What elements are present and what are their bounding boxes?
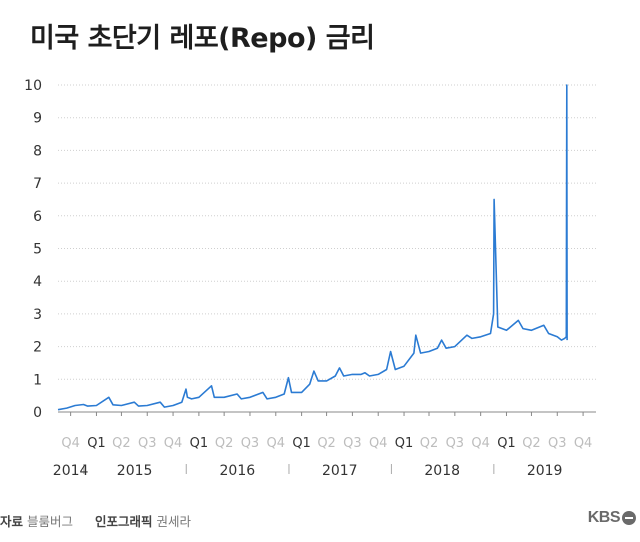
y-tick-label: 4 [33,274,42,290]
year-label: 2016 [220,463,256,479]
quarter-label: Q1 [497,436,516,451]
y-tick-label: 6 [33,209,42,225]
y-tick-label: 9 [33,111,42,127]
year-label: 2017 [322,463,358,479]
quarter-label: Q1 [87,436,106,451]
quarter-label: Q4 [369,436,388,451]
y-tick-label: 5 [33,242,42,258]
kbs-logo: KBS [588,509,636,527]
y-tick-label: 0 [33,405,42,421]
quarter-label: Q3 [138,436,157,451]
quarter-label: Q1 [292,436,311,451]
quarter-label: Q3 [241,436,260,451]
y-axis: 0 1 2 3 4 5 6 7 8 9 10 [24,78,42,421]
graphic-value: 권세라 [156,514,191,529]
y-tick-label: 3 [33,307,42,323]
graphic-label: 인포그래픽 [94,514,153,529]
quarter-label: Q4 [164,436,183,451]
year-label: 2019 [527,463,563,479]
source-label: 자료 [0,514,24,529]
source-value: 블룸버그 [27,514,74,529]
quarter-label: Q2 [317,436,336,451]
page-title: 미국 초단기 레포(Repo) 금리 [30,23,375,54]
y-tick-label: 1 [33,372,42,388]
plot-area [57,84,568,411]
quarter-label: Q2 [112,436,131,451]
x-axis: Q4 Q1 Q2 Q3 Q4 Q1 Q2 Q3 Q4 Q1 Q2 Q3 Q4 Q1 Q2 Q3 Q4 Q1 Q2 Q3… [53,411,596,479]
kbs-logo-text: KBS [587,509,621,526]
quarter-label: Q2 [522,436,541,451]
quarter-label: Q1 [395,436,414,451]
repo-rate-line [57,84,568,411]
quarter-label: Q4 [267,436,286,451]
footer-credits: 자료 블룸버그 인포그래픽 권세라 [0,511,191,530]
quarter-label: Q4 [574,436,593,451]
quarter-label: Q4 [471,436,490,451]
quarter-label: Q4 [61,436,80,451]
year-label: 2018 [424,463,460,479]
quarter-label: Q3 [343,436,362,451]
y-tick-label: 8 [33,143,42,159]
y-tick-label: 2 [33,340,42,356]
kbs-logo-icon [622,511,636,525]
quarter-label: Q1 [190,436,209,451]
y-tick-label: 7 [33,176,42,192]
year-label: 2014 [53,463,89,479]
grid-lines [58,84,596,380]
quarter-label: Q3 [548,436,567,451]
year-label: 2015 [117,463,153,479]
quarter-label: Q2 [215,436,234,451]
quarter-label: Q2 [420,436,439,451]
y-tick-label: 10 [24,78,42,94]
quarter-label: Q3 [446,436,465,451]
